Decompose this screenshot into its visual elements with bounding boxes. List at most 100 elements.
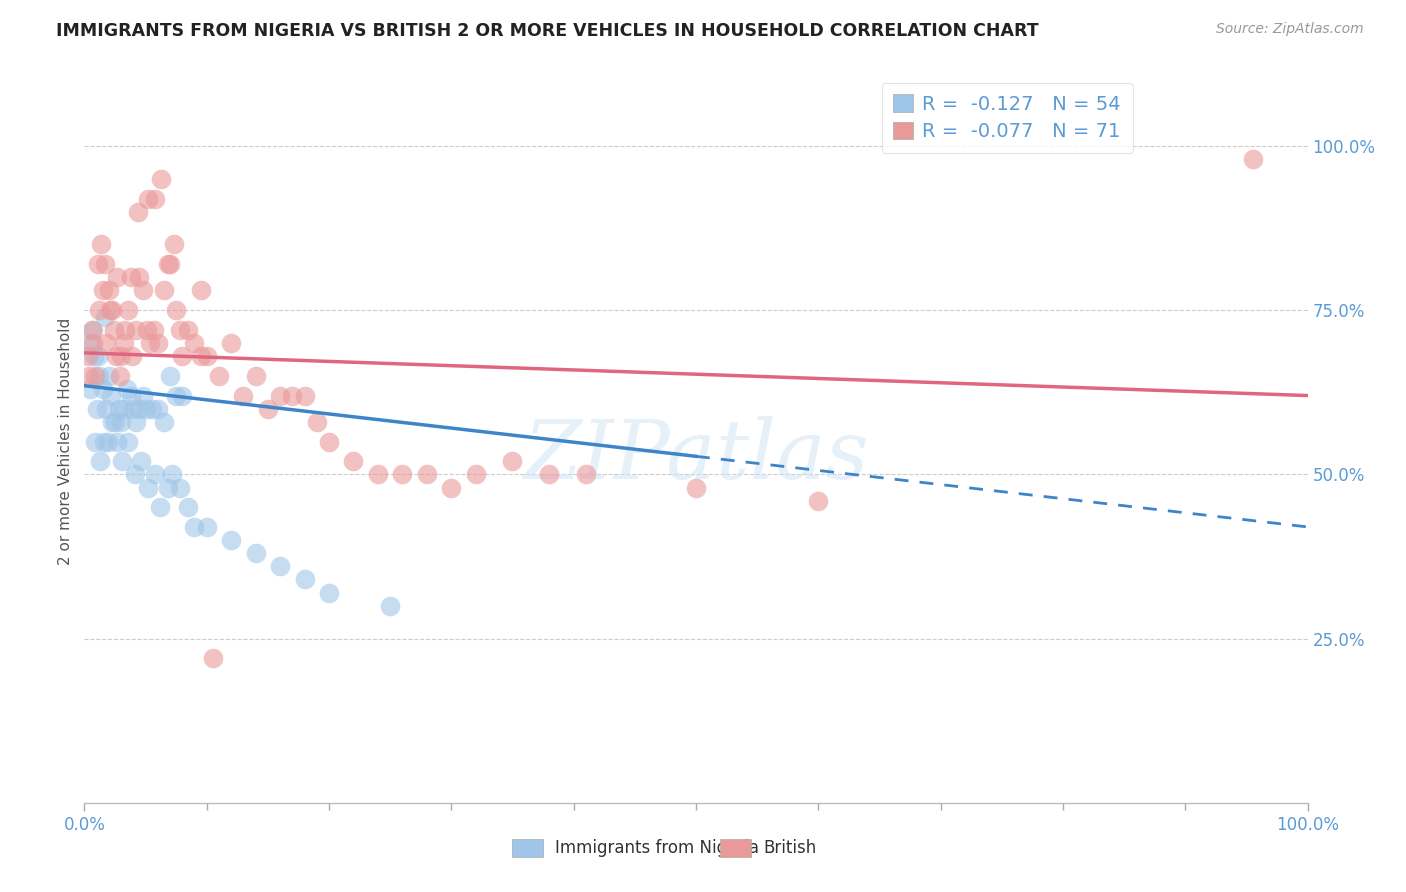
Legend: R =  -0.127   N = 54, R =  -0.077   N = 71: R = -0.127 N = 54, R = -0.077 N = 71 bbox=[882, 83, 1133, 153]
Point bbox=[96, 336, 118, 351]
Point bbox=[195, 520, 218, 534]
Point bbox=[318, 585, 340, 599]
Point bbox=[169, 481, 191, 495]
Point bbox=[177, 500, 200, 515]
Point bbox=[105, 349, 128, 363]
Point bbox=[80, 323, 103, 337]
Point bbox=[538, 467, 561, 482]
Point bbox=[416, 467, 439, 482]
Point bbox=[245, 368, 267, 383]
Point bbox=[294, 388, 316, 402]
Point bbox=[172, 349, 194, 363]
Point bbox=[219, 336, 242, 351]
Point bbox=[91, 284, 114, 298]
Text: IMMIGRANTS FROM NIGERIA VS BRITISH 2 OR MORE VEHICLES IN HOUSEHOLD CORRELATION C: IMMIGRANTS FROM NIGERIA VS BRITISH 2 OR … bbox=[56, 22, 1039, 40]
Point bbox=[135, 401, 157, 416]
Text: ZIPatlas: ZIPatlas bbox=[523, 416, 869, 496]
Point bbox=[90, 237, 112, 252]
Point bbox=[146, 336, 169, 351]
Point bbox=[87, 257, 110, 271]
Point bbox=[190, 284, 212, 298]
Point bbox=[464, 467, 486, 482]
Point bbox=[219, 533, 242, 547]
Point bbox=[136, 192, 159, 206]
Point bbox=[128, 270, 150, 285]
Point bbox=[107, 401, 129, 416]
Point bbox=[82, 323, 104, 337]
Point bbox=[159, 368, 181, 383]
Point bbox=[156, 481, 179, 495]
Point bbox=[105, 434, 128, 449]
Point bbox=[120, 388, 142, 402]
Point bbox=[318, 434, 340, 449]
Point bbox=[163, 237, 186, 252]
Point bbox=[367, 467, 389, 482]
Point bbox=[91, 382, 114, 396]
Point bbox=[165, 303, 187, 318]
Point bbox=[281, 388, 304, 402]
Point bbox=[94, 257, 117, 271]
Point bbox=[143, 323, 166, 337]
Point bbox=[141, 401, 163, 416]
Point bbox=[79, 336, 101, 351]
Point bbox=[125, 415, 148, 429]
Point bbox=[177, 323, 200, 337]
Text: British: British bbox=[763, 839, 817, 857]
Point bbox=[257, 401, 280, 416]
Point bbox=[77, 349, 100, 363]
Point bbox=[132, 388, 155, 402]
Point bbox=[150, 171, 173, 186]
Point bbox=[110, 349, 132, 363]
Point bbox=[122, 401, 145, 416]
Point bbox=[98, 303, 121, 318]
Point bbox=[105, 270, 128, 285]
Point bbox=[84, 368, 107, 383]
Point bbox=[112, 401, 135, 416]
Point bbox=[139, 336, 162, 351]
Point bbox=[97, 368, 120, 383]
Point bbox=[97, 284, 120, 298]
Point bbox=[245, 546, 267, 560]
Point bbox=[84, 434, 107, 449]
Point bbox=[165, 388, 187, 402]
Point bbox=[101, 303, 124, 318]
Point bbox=[136, 481, 159, 495]
Point bbox=[103, 323, 125, 337]
Point bbox=[115, 382, 138, 396]
Point bbox=[208, 368, 231, 383]
Point bbox=[342, 454, 364, 468]
Point bbox=[89, 454, 111, 468]
Y-axis label: 2 or more Vehicles in Household: 2 or more Vehicles in Household bbox=[58, 318, 73, 566]
FancyBboxPatch shape bbox=[720, 838, 751, 857]
Point bbox=[87, 303, 110, 318]
Point bbox=[190, 349, 212, 363]
Point bbox=[391, 467, 413, 482]
Point bbox=[135, 323, 157, 337]
Point bbox=[87, 349, 110, 363]
Point bbox=[380, 599, 402, 613]
Point bbox=[77, 368, 100, 383]
Point bbox=[201, 651, 224, 665]
Point bbox=[195, 349, 218, 363]
Point bbox=[1241, 152, 1264, 166]
Text: Source: ZipAtlas.com: Source: ZipAtlas.com bbox=[1216, 22, 1364, 37]
Point bbox=[127, 204, 149, 219]
Point bbox=[124, 467, 146, 482]
Point bbox=[159, 257, 181, 271]
Point bbox=[82, 336, 104, 351]
Point bbox=[129, 454, 152, 468]
Point bbox=[79, 382, 101, 396]
Point bbox=[153, 415, 176, 429]
Point bbox=[143, 192, 166, 206]
Text: Immigrants from Nigeria: Immigrants from Nigeria bbox=[555, 839, 759, 857]
Point bbox=[97, 434, 120, 449]
Point bbox=[87, 368, 110, 383]
Point bbox=[440, 481, 463, 495]
Point bbox=[120, 270, 142, 285]
Point bbox=[112, 336, 135, 351]
Point bbox=[172, 388, 194, 402]
Point bbox=[183, 520, 205, 534]
Point bbox=[108, 368, 131, 383]
Point bbox=[86, 401, 108, 416]
Point bbox=[685, 481, 707, 495]
